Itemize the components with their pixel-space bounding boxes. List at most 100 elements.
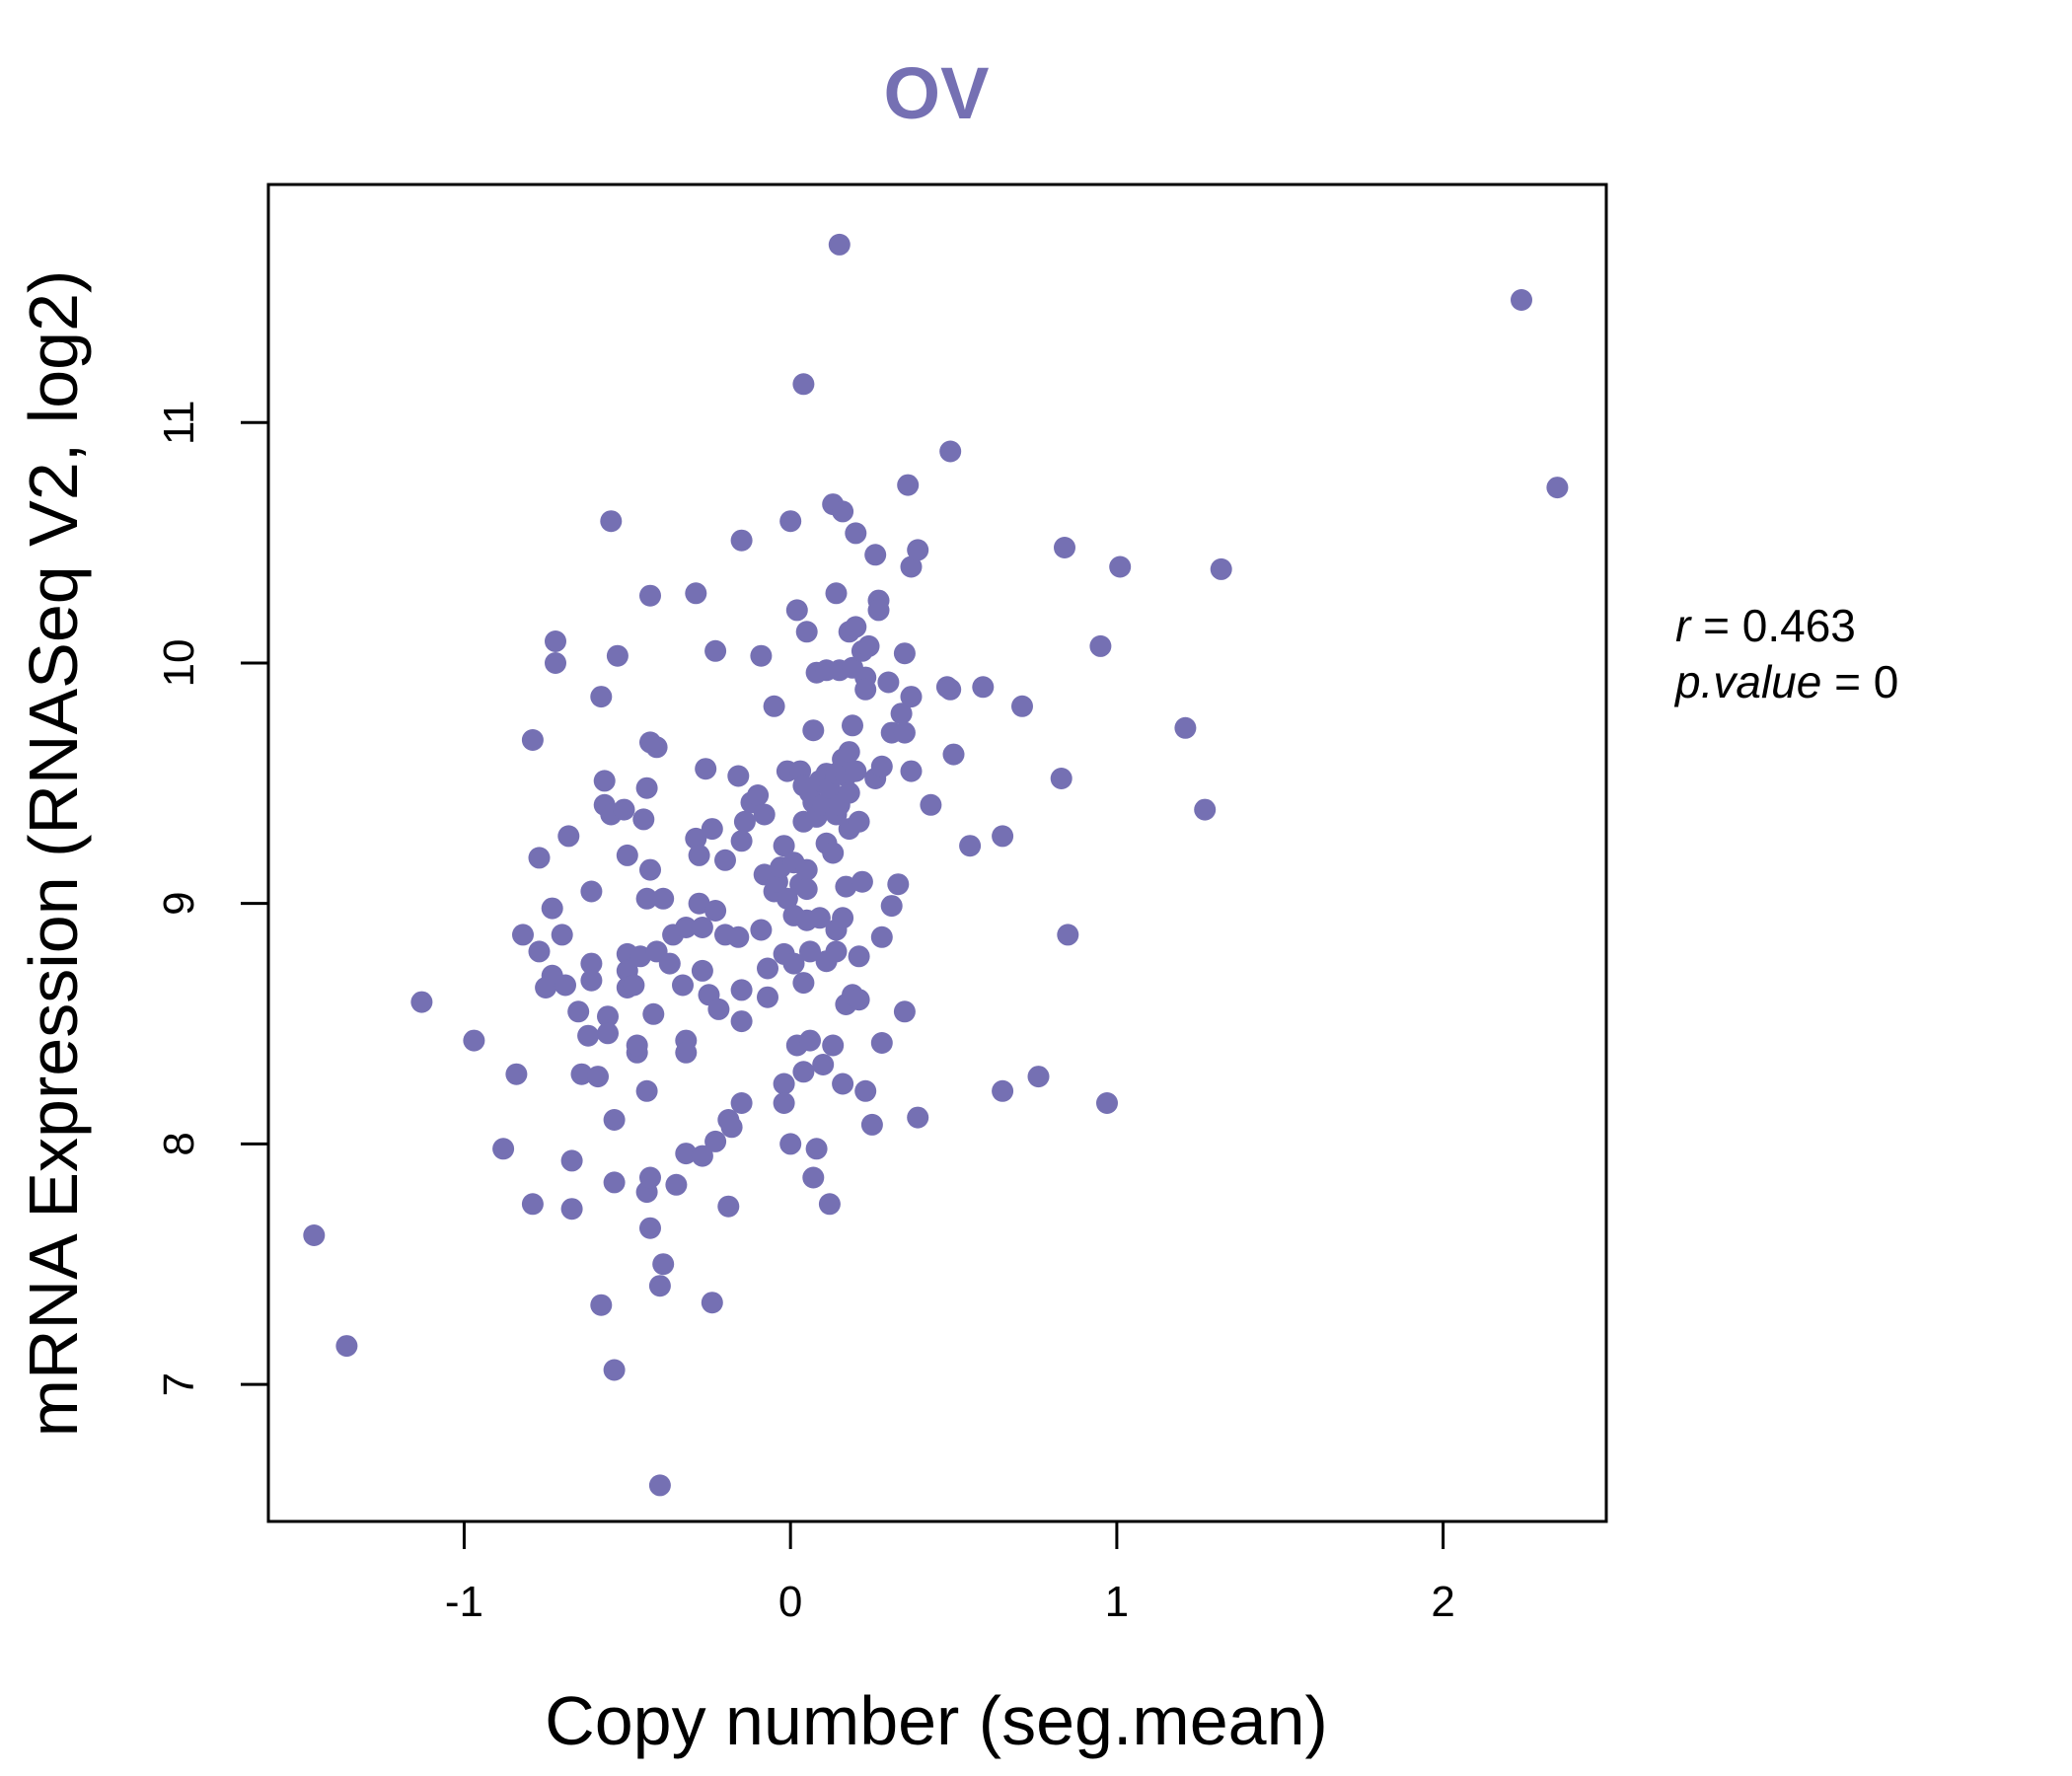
data-point xyxy=(907,1106,929,1129)
data-point xyxy=(603,1109,626,1131)
data-point xyxy=(635,887,658,910)
data-point xyxy=(1109,555,1132,578)
data-point xyxy=(505,1063,528,1085)
data-point xyxy=(838,741,860,764)
data-point xyxy=(717,1195,740,1218)
data-point xyxy=(695,758,717,780)
data-point xyxy=(802,719,825,742)
data-point xyxy=(730,1010,753,1033)
data-point xyxy=(626,1034,648,1057)
p-value-statistic: p.value = 0 xyxy=(1673,656,1898,707)
data-point xyxy=(528,940,551,963)
data-point xyxy=(992,1079,1014,1102)
data-point xyxy=(942,743,965,766)
data-point xyxy=(701,1292,723,1314)
data-point xyxy=(880,895,903,918)
data-point xyxy=(897,474,920,496)
data-point xyxy=(545,652,566,674)
data-point xyxy=(1050,768,1073,789)
data-point xyxy=(747,784,770,806)
data-point xyxy=(658,952,681,975)
data-point xyxy=(832,500,854,523)
data-point xyxy=(773,1092,795,1114)
data-point xyxy=(691,917,713,938)
data-point xyxy=(1054,537,1075,558)
data-point xyxy=(691,1145,713,1167)
data-point xyxy=(730,830,753,852)
data-point xyxy=(887,873,910,896)
data-point xyxy=(545,630,566,652)
data-point xyxy=(1174,716,1197,739)
data-point xyxy=(613,798,635,821)
data-point xyxy=(652,1253,675,1276)
data-point xyxy=(860,1113,883,1136)
data-point xyxy=(410,991,433,1013)
data-point xyxy=(785,599,808,622)
data-point xyxy=(580,969,603,992)
data-point xyxy=(802,1166,825,1189)
data-point xyxy=(639,1166,661,1189)
data-point xyxy=(707,998,730,1020)
data-point xyxy=(782,952,805,975)
data-point xyxy=(792,972,815,995)
data-point xyxy=(557,825,580,848)
data-point xyxy=(1210,557,1232,580)
data-point xyxy=(832,1073,854,1095)
data-point xyxy=(691,959,713,982)
data-point xyxy=(629,945,651,968)
data-point xyxy=(600,510,623,533)
data-point xyxy=(593,770,616,792)
data-point xyxy=(848,945,870,968)
data-point xyxy=(303,1224,326,1246)
data-point xyxy=(992,825,1014,848)
data-point xyxy=(893,642,916,665)
y-tick-label: 7 xyxy=(155,1372,203,1396)
data-point xyxy=(838,781,860,804)
data-point xyxy=(779,510,802,533)
data-point xyxy=(893,1000,916,1023)
data-point xyxy=(812,1054,835,1075)
data-point xyxy=(688,844,710,866)
plot-frame xyxy=(266,183,1608,1523)
data-point xyxy=(845,760,867,782)
data-point xyxy=(1546,477,1569,499)
data-point xyxy=(580,952,603,975)
data-point xyxy=(623,974,645,997)
data-point xyxy=(845,616,867,638)
data-point xyxy=(587,1066,609,1088)
data-point xyxy=(854,1079,877,1102)
data-point xyxy=(893,721,916,744)
data-point xyxy=(648,1275,671,1297)
data-point xyxy=(867,599,890,622)
data-point xyxy=(555,974,576,997)
data-point xyxy=(750,919,773,941)
data-point xyxy=(825,940,848,963)
data-point xyxy=(730,529,753,552)
data-point xyxy=(900,686,923,708)
data-point xyxy=(851,870,873,893)
data-point xyxy=(652,887,675,910)
data-point xyxy=(854,678,877,701)
data-point xyxy=(753,803,776,826)
data-point xyxy=(597,1005,619,1028)
data-point xyxy=(857,634,880,657)
data-point xyxy=(1511,289,1532,311)
data-point xyxy=(750,644,773,667)
data-point xyxy=(907,539,929,561)
x-tick-label: -1 xyxy=(445,1578,483,1626)
chart-title: OV xyxy=(884,52,990,134)
data-point xyxy=(828,233,851,256)
data-point xyxy=(597,1022,619,1045)
x-tick-label: 1 xyxy=(1105,1578,1129,1626)
data-point xyxy=(560,1198,583,1221)
data-point xyxy=(730,1092,753,1114)
data-point xyxy=(776,887,798,910)
data-point xyxy=(1057,924,1079,946)
y-axis-label: mRNA Expression (RNASeq V2, log2) xyxy=(15,270,92,1438)
data-point xyxy=(864,544,887,566)
x-tick-label: 2 xyxy=(1431,1578,1454,1626)
data-point xyxy=(704,1130,727,1152)
data-point xyxy=(1096,1092,1118,1114)
data-point xyxy=(1027,1066,1050,1088)
